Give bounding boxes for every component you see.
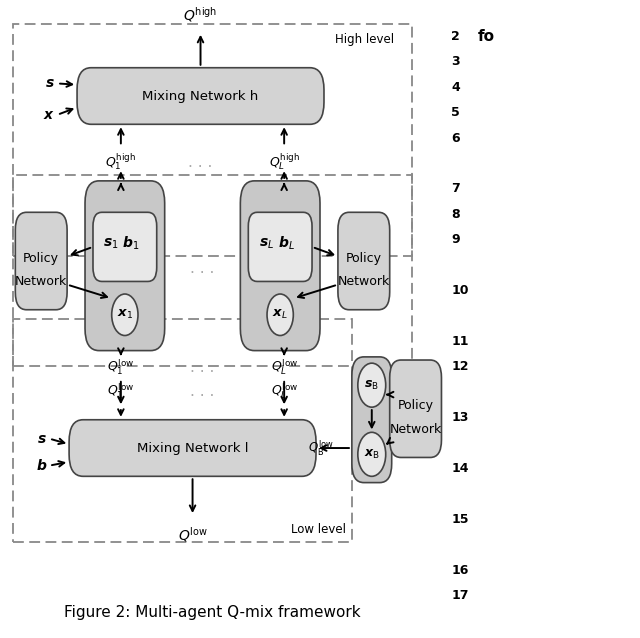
Text: $Q_L^{\mathrm{high}}$: $Q_L^{\mathrm{high}}$: [269, 152, 300, 172]
Text: $Q^{\mathrm{low}}$: $Q^{\mathrm{low}}$: [177, 524, 207, 544]
Text: Policy: Policy: [397, 399, 433, 412]
FancyBboxPatch shape: [85, 181, 164, 351]
Text: $\boldsymbol{b}_1$: $\boldsymbol{b}_1$: [122, 235, 140, 253]
Text: 12: 12: [451, 360, 469, 373]
Text: 7: 7: [451, 182, 460, 195]
Text: 2: 2: [451, 30, 460, 43]
Text: $\boldsymbol{x}_{\mathrm{B}}$: $\boldsymbol{x}_{\mathrm{B}}$: [364, 448, 380, 461]
Text: . . .: . . .: [190, 384, 214, 399]
Text: $\boldsymbol{b}_L$: $\boldsymbol{b}_L$: [278, 235, 294, 253]
Text: $\boldsymbol{x}$: $\boldsymbol{x}$: [44, 108, 55, 122]
Text: fo: fo: [477, 29, 494, 44]
Text: $\boldsymbol{s}_L$: $\boldsymbol{s}_L$: [259, 237, 274, 251]
Text: Network: Network: [390, 422, 442, 436]
Text: . . .: . . .: [188, 154, 212, 170]
Text: Mixing Network l: Mixing Network l: [137, 441, 248, 454]
Text: Mixing Network h: Mixing Network h: [142, 89, 259, 103]
FancyBboxPatch shape: [338, 212, 390, 309]
Bar: [13, 175, 412, 366]
Text: $\boldsymbol{s}$: $\boldsymbol{s}$: [45, 77, 55, 91]
Text: Policy: Policy: [346, 252, 382, 265]
Text: 5: 5: [451, 106, 460, 119]
Text: $\boldsymbol{s}_{\mathrm{B}}$: $\boldsymbol{s}_{\mathrm{B}}$: [364, 378, 380, 392]
FancyBboxPatch shape: [352, 357, 392, 482]
Text: Figure 2: Multi-agent Q-mix framework: Figure 2: Multi-agent Q-mix framework: [64, 605, 361, 620]
Text: $Q_L^{\mathrm{low}}$: $Q_L^{\mathrm{low}}$: [271, 358, 298, 377]
Text: $\boldsymbol{b}$: $\boldsymbol{b}$: [36, 458, 47, 473]
Text: 4: 4: [451, 80, 460, 94]
Text: $\boldsymbol{x}_L$: $\boldsymbol{x}_L$: [272, 308, 288, 322]
FancyBboxPatch shape: [248, 212, 312, 281]
Text: 14: 14: [451, 462, 469, 475]
FancyBboxPatch shape: [241, 181, 320, 351]
Text: $Q_1^{\mathrm{low}}$: $Q_1^{\mathrm{low}}$: [108, 382, 134, 401]
FancyBboxPatch shape: [390, 360, 442, 457]
Text: 17: 17: [451, 590, 469, 602]
FancyBboxPatch shape: [15, 212, 67, 309]
Text: 3: 3: [451, 56, 460, 68]
Circle shape: [358, 433, 386, 477]
FancyBboxPatch shape: [93, 212, 157, 281]
Text: $Q^{\mathrm{high}}$: $Q^{\mathrm{high}}$: [184, 5, 218, 24]
Text: $Q_1^{\mathrm{high}}$: $Q_1^{\mathrm{high}}$: [106, 152, 136, 172]
Text: . . .: . . .: [190, 262, 214, 276]
Text: $\boldsymbol{s}_1$: $\boldsymbol{s}_1$: [103, 237, 119, 251]
Text: $Q_{\mathrm{B}}^{\mathrm{low}}$: $Q_{\mathrm{B}}^{\mathrm{low}}$: [308, 438, 334, 457]
Text: $\boldsymbol{x}_1$: $\boldsymbol{x}_1$: [116, 308, 133, 322]
Text: Policy: Policy: [23, 252, 60, 265]
Text: 6: 6: [451, 131, 460, 145]
Text: 11: 11: [451, 335, 469, 348]
FancyBboxPatch shape: [69, 420, 316, 477]
Text: High level: High level: [335, 33, 394, 46]
Circle shape: [358, 363, 386, 407]
FancyBboxPatch shape: [77, 68, 324, 124]
Text: 15: 15: [451, 513, 469, 526]
Text: $Q_L^{\mathrm{low}}$: $Q_L^{\mathrm{low}}$: [271, 382, 298, 401]
Bar: [13, 319, 352, 542]
Bar: [13, 24, 412, 256]
Text: $Q_1^{\mathrm{low}}$: $Q_1^{\mathrm{low}}$: [108, 358, 134, 377]
Text: Network: Network: [15, 275, 67, 288]
Text: 16: 16: [451, 564, 469, 577]
Text: . . .: . . .: [190, 360, 214, 375]
Text: 13: 13: [451, 412, 469, 424]
Circle shape: [267, 294, 293, 336]
Text: Low level: Low level: [291, 523, 346, 536]
Text: Network: Network: [338, 275, 390, 288]
Circle shape: [112, 294, 138, 336]
Text: 8: 8: [451, 208, 460, 221]
Text: 9: 9: [451, 234, 460, 246]
Text: 10: 10: [451, 284, 469, 297]
Text: $\boldsymbol{s}$: $\boldsymbol{s}$: [37, 431, 47, 445]
